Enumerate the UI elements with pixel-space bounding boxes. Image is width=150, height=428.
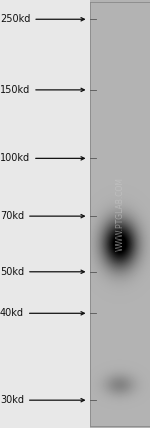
Text: 100kd: 100kd — [0, 153, 84, 163]
Text: WWW.PTGLAB.COM: WWW.PTGLAB.COM — [116, 177, 124, 251]
Text: 250kd: 250kd — [0, 14, 84, 24]
Text: 30kd: 30kd — [0, 395, 84, 405]
Text: 150kd: 150kd — [0, 85, 84, 95]
Text: 40kd: 40kd — [0, 308, 84, 318]
Text: 50kd: 50kd — [0, 267, 84, 277]
Text: 70kd: 70kd — [0, 211, 84, 221]
